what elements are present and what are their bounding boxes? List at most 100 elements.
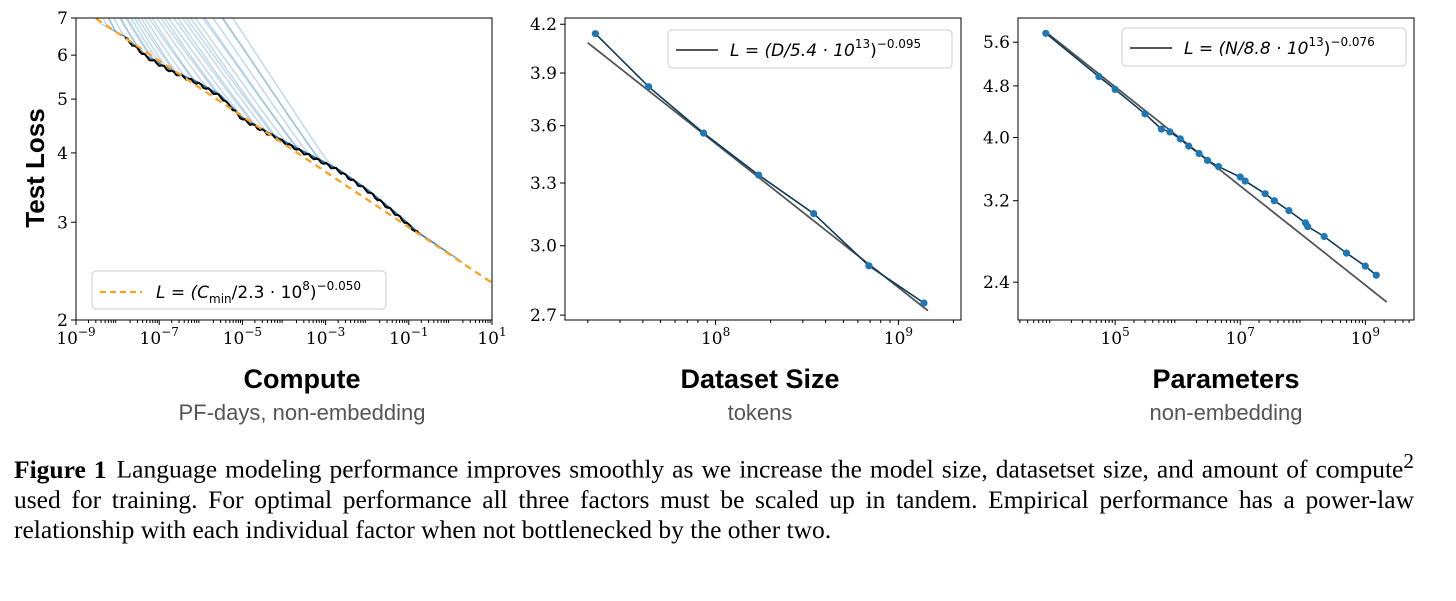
compute-fit-line: [95, 18, 492, 284]
parameters-data-point: [1195, 149, 1203, 158]
training-run-curve: [222, 18, 456, 258]
parameters-y-tick-label: 5.6: [983, 33, 1010, 53]
dataset-y-tick-label: 3.0: [530, 237, 557, 257]
parameters-y-tick-label: 2.4: [983, 273, 1010, 293]
training-run-curve: [163, 18, 343, 173]
dataset-x-title: Dataset Size: [680, 364, 839, 394]
parameters-x-title: Parameters: [1152, 364, 1299, 394]
dataset-data-point: [865, 262, 873, 270]
compute-y-tick-label: 2: [57, 311, 68, 331]
parameters-data-point: [1214, 163, 1223, 171]
compute-x-tick-label: 10−7: [140, 325, 179, 349]
parameters-data-point: [1095, 73, 1103, 81]
parameters-data-point: [1304, 223, 1312, 231]
dataset-data-point: [645, 83, 653, 91]
dataset-axes-frame: [564, 17, 962, 321]
compute-legend: L = (Cmin/2.3 · 108)−0.050: [91, 270, 387, 310]
parameters-data-point: [1157, 125, 1165, 133]
compute-x-tick-label: 10−5: [223, 325, 262, 349]
parameters-data-point: [1111, 85, 1119, 93]
parameters-panel: 105 107 109 2.4 3.2 4.0 4.8 5.6 Parameters non-…: [983, 17, 1415, 425]
compute-x-tick-label: 10−1: [389, 325, 428, 349]
compute-y-tick-label: 5: [57, 90, 68, 110]
compute-x-subtitle: PF-days, non-embedding: [178, 400, 425, 425]
dataset-y-tick-label: 2.7: [530, 306, 557, 326]
parameters-ticks: 105 107 109 2.4 3.2 4.0 4.8 5.6: [983, 33, 1410, 349]
dataset-data-point: [700, 129, 708, 137]
parameters-y-tick-label: 3.2: [983, 192, 1010, 212]
parameters-legend-label: L = (N/8.8 · 1013)−0.076: [1184, 35, 1375, 59]
parameters-data-point: [1285, 207, 1293, 215]
compute-legend-box: [91, 270, 387, 310]
parameters-legend: L = (N/8.8 · 1013)−0.076: [1121, 27, 1407, 67]
compute-x-tick-label: 10−9: [56, 325, 95, 349]
caption-footnote: 2: [1403, 449, 1414, 473]
parameters-data-point: [1320, 232, 1328, 241]
parameters-x-tick-label: 107: [1226, 325, 1255, 349]
training-run-curve: [211, 18, 451, 255]
compute-legend-label: L = (Cmin/2.3 · 108)−0.050: [156, 279, 361, 306]
compute-y-tick-label: 6: [57, 46, 68, 66]
dataset-data-point: [810, 210, 818, 218]
dataset-data-point: [755, 171, 763, 179]
training-run-curve: [204, 18, 442, 249]
parameters-data-point: [1261, 190, 1269, 198]
parameters-data-point: [1372, 271, 1380, 279]
dataset-legend-label: L = (D/5.4 · 1013)−0.095: [730, 37, 921, 61]
y-axis-label: Test Loss: [20, 108, 50, 227]
dataset-y-tick-label: 4.2: [530, 15, 557, 35]
parameters-data-point: [1203, 156, 1212, 164]
dataset-panel: 108 109 2.7 3.0 3.3 3.6 3.9 4.2 Dataset Size to…: [530, 15, 962, 425]
parameters-x-tick-label: 109: [1351, 325, 1380, 349]
parameters-data-point: [1176, 135, 1184, 143]
dataset-y-tick-label: 3.3: [530, 174, 557, 194]
training-run-curve: [231, 18, 464, 264]
parameters-axes-frame: [1017, 17, 1415, 321]
parameters-data-line: [1045, 32, 1377, 276]
training-run-curve: [194, 18, 435, 244]
dataset-y-tick-label: 3.6: [530, 117, 557, 137]
dataset-data-point: [591, 30, 600, 38]
compute-ticks: 10−9 10−7 10−5 10−3 10−1 101 2 3 4 5 6 7: [56, 9, 506, 349]
compute-x-tick-label: 10−3: [306, 325, 345, 349]
parameters-data-point: [1185, 142, 1193, 150]
figure-caption: Figure 1 Language modeling performance im…: [14, 446, 1414, 545]
training-run-curve: [189, 18, 417, 232]
dataset-data-line: [594, 33, 925, 304]
compute-plot-area: [95, 18, 492, 284]
dataset-legend: L = (D/5.4 · 1013)−0.095: [667, 29, 953, 69]
dataset-x-tick-label: 108: [701, 325, 730, 349]
parameters-data-point: [1166, 128, 1174, 136]
figure-label: Figure 1: [14, 454, 107, 484]
parameters-data-point: [1342, 249, 1351, 257]
dataset-ticks: 108 109 2.7 3.0 3.3 3.6 3.9 4.2: [530, 15, 954, 349]
caption-text-b: used for training. For optimal performan…: [14, 484, 1414, 544]
parameters-data-point: [1361, 262, 1369, 270]
compute-axes-frame: [75, 17, 493, 321]
parameters-data-point: [1042, 29, 1050, 37]
dataset-x-subtitle: tokens: [728, 400, 793, 425]
training-run-curve: [140, 18, 268, 133]
parameters-data-point: [1241, 177, 1249, 185]
dataset-plot-area: [587, 30, 929, 312]
training-run-curve: [133, 18, 256, 126]
parameters-x-tick-label: 105: [1100, 325, 1129, 349]
training-run-curve: [160, 18, 356, 182]
training-run-curve: [172, 18, 393, 211]
parameters-data-point: [1270, 197, 1278, 205]
parameters-data-point: [1141, 110, 1149, 118]
parameters-x-subtitle: non-embedding: [1150, 400, 1303, 425]
caption-text-a: Language modeling performance improves s…: [116, 454, 1404, 484]
compute-frontier-line: [124, 36, 421, 235]
parameters-data-point: [1236, 173, 1244, 181]
parameters-legend-box: [1121, 27, 1407, 67]
dataset-x-tick-label: 109: [884, 325, 913, 349]
compute-series-group: [95, 18, 492, 284]
parameters-y-tick-label: 4.0: [983, 129, 1010, 149]
training-run-curve: [176, 18, 381, 201]
parameters-plot-area: [1042, 29, 1388, 303]
compute-x-title: Compute: [244, 364, 361, 394]
parameters-y-tick-label: 4.8: [983, 77, 1010, 97]
